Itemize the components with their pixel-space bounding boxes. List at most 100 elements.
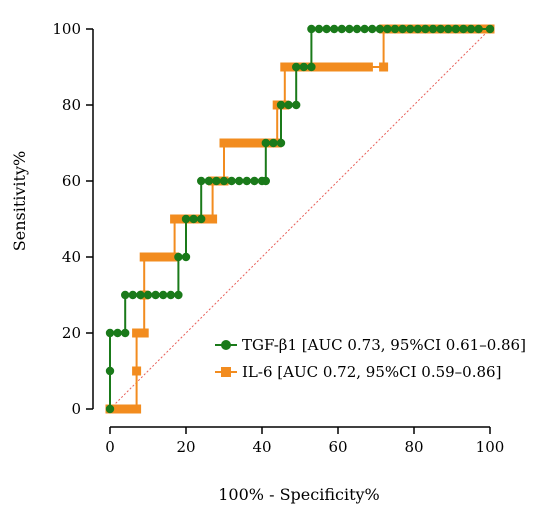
series-point-0 [151,290,160,300]
y-tick-label: 80 [62,96,81,114]
series-point-0 [197,214,206,224]
series-point-1 [139,252,149,262]
series-point-0 [322,24,331,34]
series-point-0 [136,290,145,300]
reference-diagonal-line [109,28,491,410]
x-tick-label: 20 [176,438,195,456]
series-point-1 [333,62,343,72]
series-point-0 [276,100,286,110]
series-point-1 [208,214,218,224]
series-point-1 [162,252,172,262]
x-axis-label: 100% - Specificity% [218,485,380,504]
series-point-0 [383,24,392,34]
series-point-1 [219,138,229,148]
series-point-0 [436,24,445,34]
series-point-0 [276,138,286,148]
series-point-1 [132,404,142,414]
series-point-0 [330,24,339,34]
series-point-0 [352,24,362,34]
x-tick-label: 80 [404,438,423,456]
y-tick-label: 40 [62,248,81,266]
legend-label-1: IL-6 [AUC 0.72, 95%CI 0.59–0.86] [242,363,501,381]
series-point-1 [132,328,142,338]
series-point-0 [197,176,206,186]
x-tick-label: 100 [476,438,505,456]
series-point-0 [159,290,168,300]
series-point-1 [356,62,366,72]
series-point-0 [337,24,346,34]
series-point-0 [292,62,301,72]
series-point-0 [235,176,244,186]
series-point-1 [113,404,123,414]
series-point-1 [120,404,130,414]
series-point-0 [406,24,415,34]
series-point-0 [181,214,191,224]
series-point-1 [325,62,335,72]
series-point-0 [121,328,130,338]
series-point-1 [341,62,351,72]
series-point-0 [428,24,438,34]
series-point-1 [363,62,373,72]
series-point-1 [379,62,389,72]
series-point-0 [284,100,293,110]
series-point-1 [170,214,180,224]
series-point-0 [451,24,460,34]
series-point-0 [143,290,153,300]
series-point-0 [219,176,229,186]
series-point-1 [139,328,149,338]
series-point-1 [348,62,358,72]
series-point-1 [242,138,252,148]
y-axis-label: Sensitivity% [10,151,29,251]
series-point-1 [132,366,142,376]
series-point-0 [368,24,377,34]
y-tick-label: 0 [71,400,81,418]
series-point-0 [292,100,301,110]
series-point-0 [128,290,137,300]
series-point-0 [360,24,369,34]
series-point-0 [345,24,354,34]
series-point-0 [269,138,278,148]
series-point-0 [299,62,308,72]
series-point-0 [485,24,495,34]
series-point-0 [307,62,316,72]
series-point-0 [174,290,183,300]
legend: TGF-β1 [AUC 0.73, 95%CI 0.61–0.86] IL-6 [… [215,336,526,381]
axes: 0 20 40 60 80 100 0 20 40 60 80 100 [52,20,504,456]
x-tick-label: 40 [252,438,271,456]
series-point-0 [181,252,191,262]
series-point-1 [249,138,259,148]
y-tick-label: 60 [62,172,81,190]
series-point-0 [421,24,430,34]
series-point-0 [113,328,122,338]
series-point-0 [390,24,400,34]
series-point-0 [189,214,198,224]
series-point-1 [280,62,290,72]
series-point-0 [307,24,316,34]
series-point-0 [227,176,236,186]
series-point-0 [398,24,407,34]
series-point-0 [242,176,251,186]
series-point-1 [147,252,157,262]
legend-marker-1 [221,367,231,377]
series-point-0 [444,24,453,34]
series-point-0 [459,24,468,34]
series-point-0 [105,328,115,338]
series-point-1 [154,252,164,262]
x-tick-label: 0 [105,438,115,456]
y-tick-label: 20 [62,324,81,342]
series-point-1 [234,138,244,148]
series-point-0 [174,252,183,262]
series-point-0 [466,24,476,34]
series-point-0 [474,24,483,34]
series-point-0 [261,138,270,148]
series-point-0 [121,290,130,300]
series-point-0 [250,176,259,186]
series-point-0 [413,24,422,34]
series-point-0 [105,366,115,376]
series-point-0 [166,290,175,300]
legend-label-0: TGF-β1 [AUC 0.73, 95%CI 0.61–0.86] [242,336,526,354]
series-point-0 [212,176,221,186]
plot-area [105,24,495,414]
series-point-0 [204,176,213,186]
